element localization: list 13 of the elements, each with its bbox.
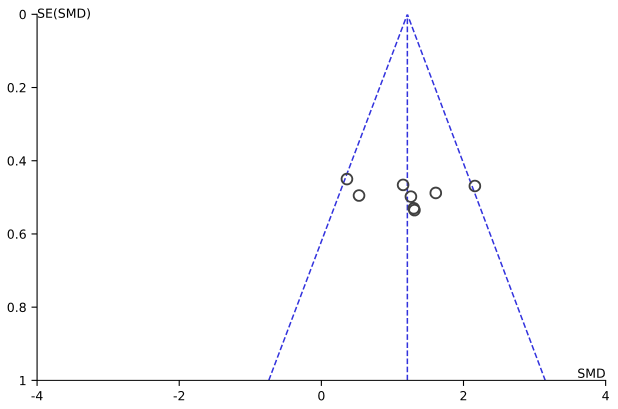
y-tick-label: 1 <box>20 376 26 386</box>
x-tick-label: 2 <box>460 391 466 400</box>
x-axis-title: SMD <box>578 368 605 378</box>
y-tick-label: 0.8 <box>8 302 26 312</box>
x-tick-label: 4 <box>602 391 609 400</box>
y-axis-title: SE(SMD) <box>38 8 90 20</box>
y-tick-label: 0.2 <box>8 83 26 92</box>
y-tick-label: 0 <box>20 10 26 20</box>
x-tick-label: -2 <box>174 391 184 400</box>
x-tick-label: -4 <box>31 391 43 400</box>
x-tick-label: 0 <box>318 391 325 400</box>
y-tick-label: 0.6 <box>8 229 26 239</box>
y-tick-label: 0.4 <box>8 156 26 166</box>
